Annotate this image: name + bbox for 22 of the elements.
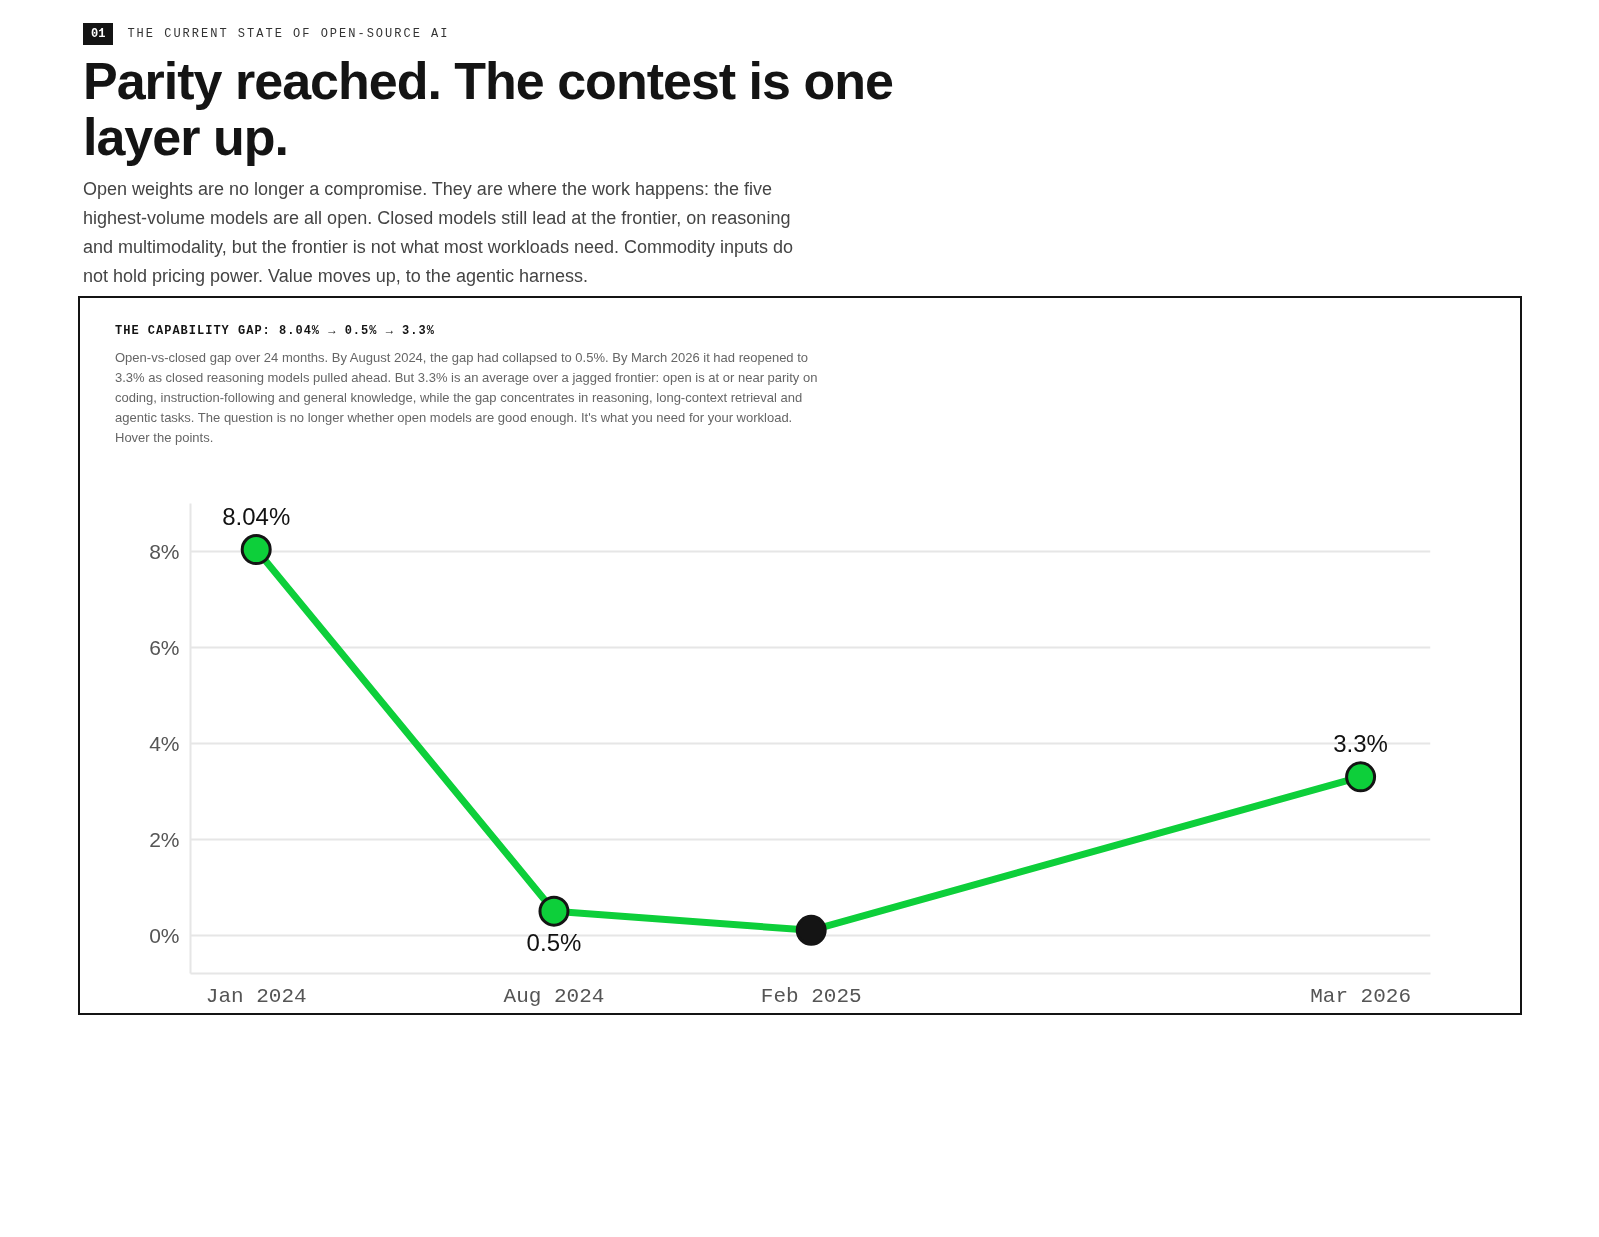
point (240, 534, 272, 566)
y-tick-label: 6% (149, 636, 180, 660)
y-tick-label: 8% (149, 540, 180, 564)
y-tick-label: 2% (149, 828, 180, 851)
point (795, 915, 827, 947)
x-tick-label: Aug 2024 (503, 984, 605, 1008)
x-tick-label: Feb 2025 (760, 984, 862, 1008)
text: Open-vs-closed gap over 24 months. By August 2024, the gap had collapsed to 0.5%. By March 2026 it had reopened to 3.3% as closed reasoning models pulled ahead. But 3.3% is an average over a jagged frontier: open is at or near parity on coding, instruction-following and general knowledge, while the gap concentrates in reasoning, long-context retrieval and agentic tasks. The question is no longer whether open models are good enough. It's what you need for your workload. Hover the points. (115, 349, 819, 448)
chart-subtitle: Open weights are no longer a compromise. They are where the work happens: the five highest-volume models are all open. Closed models still lead at the frontier, on reasoning and multimodality, but the frontier is not what most workloads need. Commodity inputs do not hold pricing power. Value moves up, to the agentic harness. (83, 178, 794, 289)
chart-title: Parity reached. The contest is one layer up. (83, 52, 894, 167)
text: THE CAPABILITY GAP: 8.04% → 0.5% → 3.3% (115, 323, 436, 341)
data-label: 3.3% (1333, 730, 1388, 758)
y-tick-label: 4% (149, 732, 180, 756)
y-tick-label: 0% (149, 923, 180, 947)
point (538, 895, 570, 927)
data-label: 8.04% (222, 502, 291, 530)
x-tick-label: Jan 2024 (205, 984, 307, 1008)
point (1345, 761, 1377, 793)
data-label: 0.5% (526, 929, 582, 957)
text: 01 (83, 23, 114, 45)
text: THE CURRENT STATE OF OPEN-SOURCE AI (127, 27, 450, 41)
x-tick-label: Mar 2026 (1310, 984, 1412, 1008)
